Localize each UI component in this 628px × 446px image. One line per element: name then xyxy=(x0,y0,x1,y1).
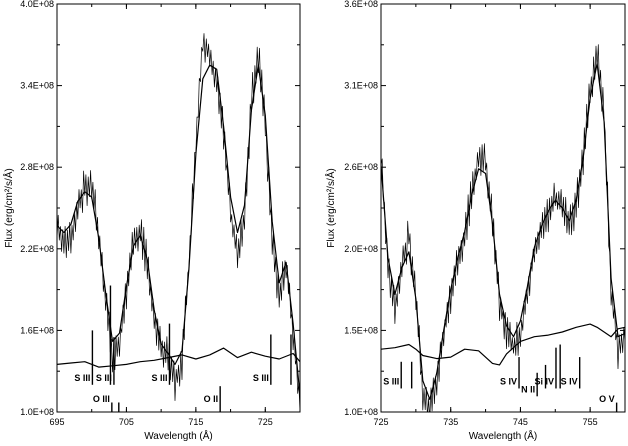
y-tick-label: 1.0E+08 xyxy=(344,407,378,417)
series-group xyxy=(381,44,625,412)
series-group xyxy=(57,33,300,412)
y-tick-label: 4.0E+08 xyxy=(20,0,54,9)
line-marker-label: S III xyxy=(96,373,112,383)
y-tick-label: 2.6E+08 xyxy=(344,162,378,172)
y-tick-label: 2.8E+08 xyxy=(20,162,54,172)
line-marker-label: S IV xyxy=(561,376,578,386)
y-tick-label: 3.4E+08 xyxy=(20,81,54,91)
observed-spectrum-line xyxy=(381,44,625,412)
line-marker-label: Si IV xyxy=(534,376,554,386)
x-tick-label: 695 xyxy=(49,417,64,427)
model-spectrum-line xyxy=(57,64,300,396)
model-spectrum-line xyxy=(381,323,625,366)
observed-spectrum-line xyxy=(57,33,300,412)
x-tick-label: 725 xyxy=(258,417,273,427)
left-spectrum-panel: 1.0E+08 1.6E+08 2.2E+08 2.8E+08 3.4E+08 4.0E+… xyxy=(2,0,301,442)
line-marker-label: S III xyxy=(383,376,399,386)
y-tick-label: 3.6E+08 xyxy=(344,0,378,9)
x-axis-label: Wavelength (Å) xyxy=(144,429,213,442)
x-tick-label: 735 xyxy=(443,417,458,427)
y-axis-label: Flux (erg/cm²/s/Å) xyxy=(324,168,337,247)
x-tick-label: 715 xyxy=(188,417,203,427)
line-marker-label: S III xyxy=(151,373,167,383)
line-marker-label: O III xyxy=(93,394,110,404)
model-spectrum-line xyxy=(381,63,625,400)
x-tick-label: 745 xyxy=(513,417,528,427)
x-tick-label: 705 xyxy=(119,417,134,427)
line-marker-label: O II xyxy=(204,394,219,404)
line-marker-label: O V xyxy=(599,394,615,404)
line-marker-label: S III xyxy=(253,373,269,383)
x-tick-label: 755 xyxy=(583,417,598,427)
y-tick-label: 1.6E+08 xyxy=(20,325,54,335)
y-tick-label: 1.5E+08 xyxy=(344,325,378,335)
line-marker-label: N II xyxy=(521,384,535,394)
y-axis-label: Flux (erg/cm²/s/Å) xyxy=(2,168,15,247)
line-marker-label: S IV xyxy=(500,376,517,386)
y-tick-label: 2.2E+08 xyxy=(20,244,54,254)
y-tick-label: 1.0E+08 xyxy=(20,407,54,417)
right-spectrum-panel: 1.0E+08 1.5E+08 2.0E+08 2.6E+08 3.1E+08 3.6E+… xyxy=(324,0,626,442)
model-spectrum-line xyxy=(57,347,300,368)
x-axis-label: Wavelength (Å) xyxy=(469,429,538,442)
line-marker-label: S III xyxy=(74,373,90,383)
y-tick-label: 3.1E+08 xyxy=(344,81,378,91)
x-tick-label: 725 xyxy=(373,417,388,427)
y-tick-label: 2.0E+08 xyxy=(344,244,378,254)
